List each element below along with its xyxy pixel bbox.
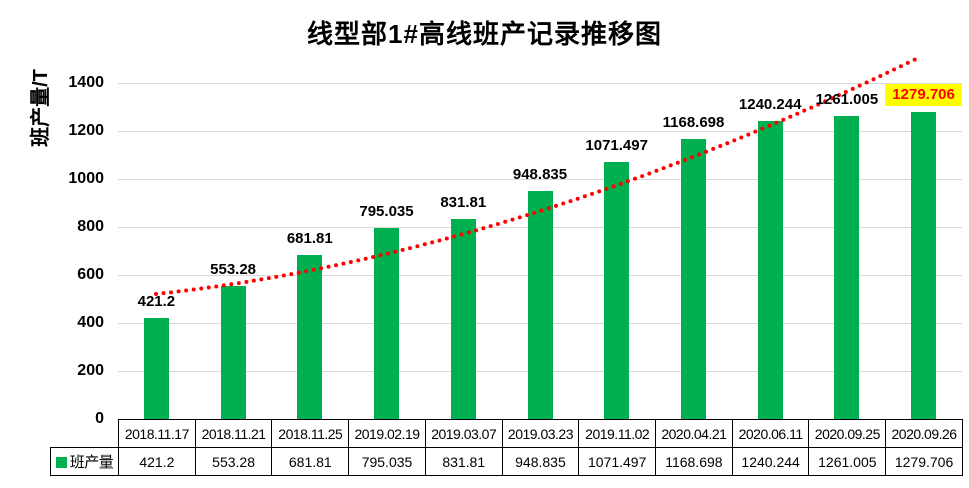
y-tick-label: 800 — [77, 218, 104, 235]
y-tick-label: 0 — [95, 410, 104, 427]
bar-2019.03.23[interactable] — [527, 191, 553, 419]
bar-2018.11.17[interactable] — [143, 317, 169, 419]
data-table: 2018.11.17 2018.11.21 2018.11.25 2019.02.19… — [50, 419, 963, 476]
table-value-cell: 553.28 — [194, 447, 273, 476]
series-swatch-icon — [55, 457, 67, 468]
bar-value-label: 948.835 — [512, 166, 568, 184]
bar-2020.04.21[interactable] — [681, 138, 706, 419]
bar-value-label: 831.81 — [440, 194, 487, 212]
bar-value-label: 1240.244 — [738, 96, 802, 114]
table-dates-row: 2018.11.17 2018.11.21 2018.11.25 2019.02.19… — [51, 419, 963, 448]
table-value-cell: 421.2 — [118, 447, 196, 476]
y-axis-title: 班产量/T — [30, 69, 52, 147]
table-date-cell: 2019.03.07 — [424, 419, 503, 448]
table-value-cell: 948.835 — [501, 447, 580, 476]
bar-value-label: 421.2 — [137, 292, 176, 310]
table-value-cell: 681.81 — [271, 447, 350, 476]
bar-value-label: 1168.698 — [662, 113, 725, 131]
gridline — [118, 83, 962, 84]
bar-2019.11.02[interactable] — [604, 161, 630, 419]
table-value-cell: 1261.005 — [808, 447, 887, 476]
bar-value-label: 795.035 — [359, 203, 414, 221]
bar-2018.11.21[interactable] — [220, 286, 246, 419]
bar-2020.09.26[interactable] — [911, 111, 937, 419]
table-date-cell: 2018.11.17 — [118, 419, 196, 448]
bar-value-label: 1071.497 — [585, 136, 648, 154]
y-tick-label: 200 — [77, 362, 104, 379]
y-tick-label: 400 — [77, 314, 104, 331]
table-phantom-cell — [51, 420, 119, 448]
y-tick-label: 1000 — [68, 170, 104, 187]
table-date-cell: 2018.11.21 — [194, 419, 273, 448]
table-value-cell: 1240.244 — [731, 447, 810, 476]
chart-title: 线型部1#高线班产记录推移图 — [307, 19, 662, 49]
legend-cell: 班产量 — [50, 447, 119, 476]
table-date-cell: 2020.09.25 — [808, 419, 887, 448]
table-value-cell: 1279.706 — [885, 447, 963, 476]
bar-2018.11.25[interactable] — [297, 255, 323, 419]
table-date-cell: 2019.03.23 — [501, 419, 580, 448]
y-tick-label: 600 — [77, 266, 104, 283]
legend-label: 班产量 — [69, 454, 114, 471]
bar-2019.02.19[interactable] — [374, 228, 399, 419]
table-value-cell: 1168.698 — [655, 447, 733, 476]
bar-value-label: 681.81 — [286, 230, 333, 248]
bar-value-label: 1279.706 — [864, 83, 969, 106]
table-date-cell: 2019.02.19 — [348, 419, 426, 448]
table-value-cell: 795.035 — [348, 447, 426, 476]
table-date-cell: 2020.04.21 — [655, 419, 733, 448]
table-date-cell: 2018.11.25 — [271, 419, 350, 448]
highlighted-value-label: 1279.706 — [885, 83, 962, 106]
table-value-cell: 831.81 — [424, 447, 503, 476]
bar-2020.06.11[interactable] — [757, 121, 783, 419]
y-tick-label: 1400 — [68, 74, 104, 91]
table-date-cell: 2019.11.02 — [578, 419, 657, 448]
bar-value-label: 1261.005 — [815, 91, 879, 109]
table-date-cell: 2020.06.11 — [731, 419, 810, 448]
bar-2019.03.07[interactable] — [450, 219, 476, 419]
table-values-row: 班产量 421.2 553.28 681.81 795.035 831.81 948.83… — [50, 447, 963, 476]
table-date-cell: 2020.09.26 — [885, 419, 963, 448]
table-value-cell: 1071.497 — [578, 447, 657, 476]
bar-value-label: 553.28 — [210, 261, 257, 279]
y-tick-label: 1200 — [68, 122, 104, 139]
bar-2020.09.25[interactable] — [834, 116, 860, 419]
